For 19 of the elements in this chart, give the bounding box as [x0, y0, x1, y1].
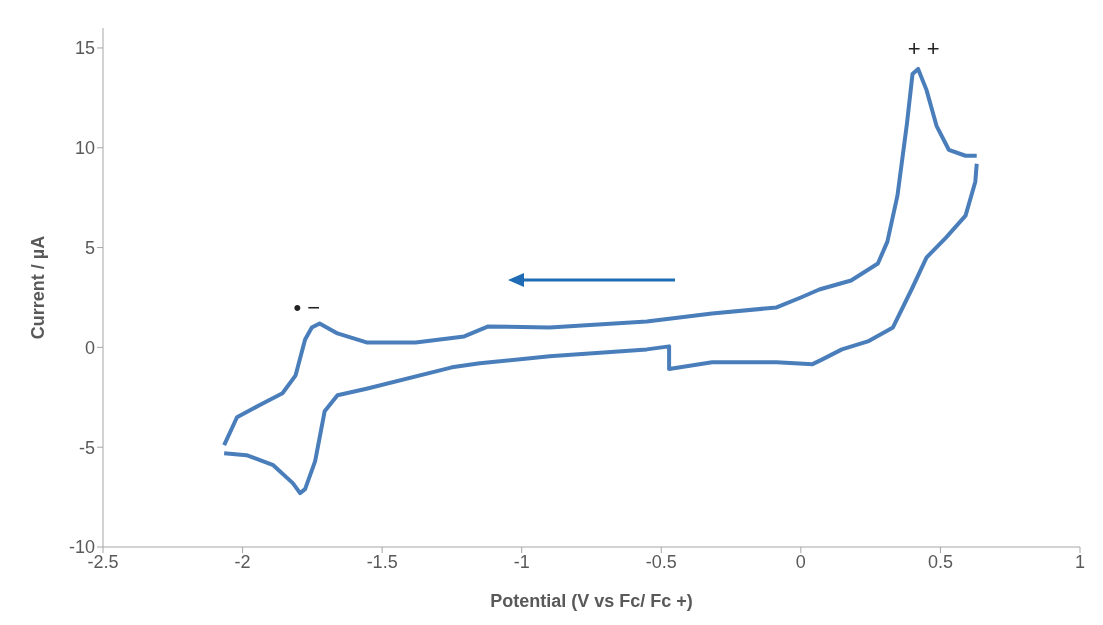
x-tick-label: 0.5: [927, 551, 953, 572]
annotation: + +: [907, 35, 940, 61]
line-series: [222, 161, 979, 496]
line-series: [222, 66, 979, 448]
y-tick-label: -5: [78, 437, 95, 458]
y-axis-title: Current / µA: [28, 235, 49, 340]
x-tick-label: -1.5: [366, 551, 398, 572]
x-axis-title: Potential (V vs Fc/ Fc +): [490, 591, 693, 611]
y-tick-label: 5: [84, 237, 95, 258]
y-tick-label: 15: [74, 38, 95, 59]
y-tick-label: -10: [68, 537, 95, 558]
x-tick-label: 0: [795, 551, 806, 572]
x-tick-label: -1: [513, 551, 530, 572]
y-tick-label: 0: [84, 337, 95, 358]
x-tick-label: -2: [234, 551, 251, 572]
y-tick-label: 10: [74, 138, 95, 159]
annotation: • −: [293, 295, 321, 321]
x-tick-label: 1: [1074, 551, 1086, 572]
x-tick-label: -0.5: [645, 551, 677, 572]
